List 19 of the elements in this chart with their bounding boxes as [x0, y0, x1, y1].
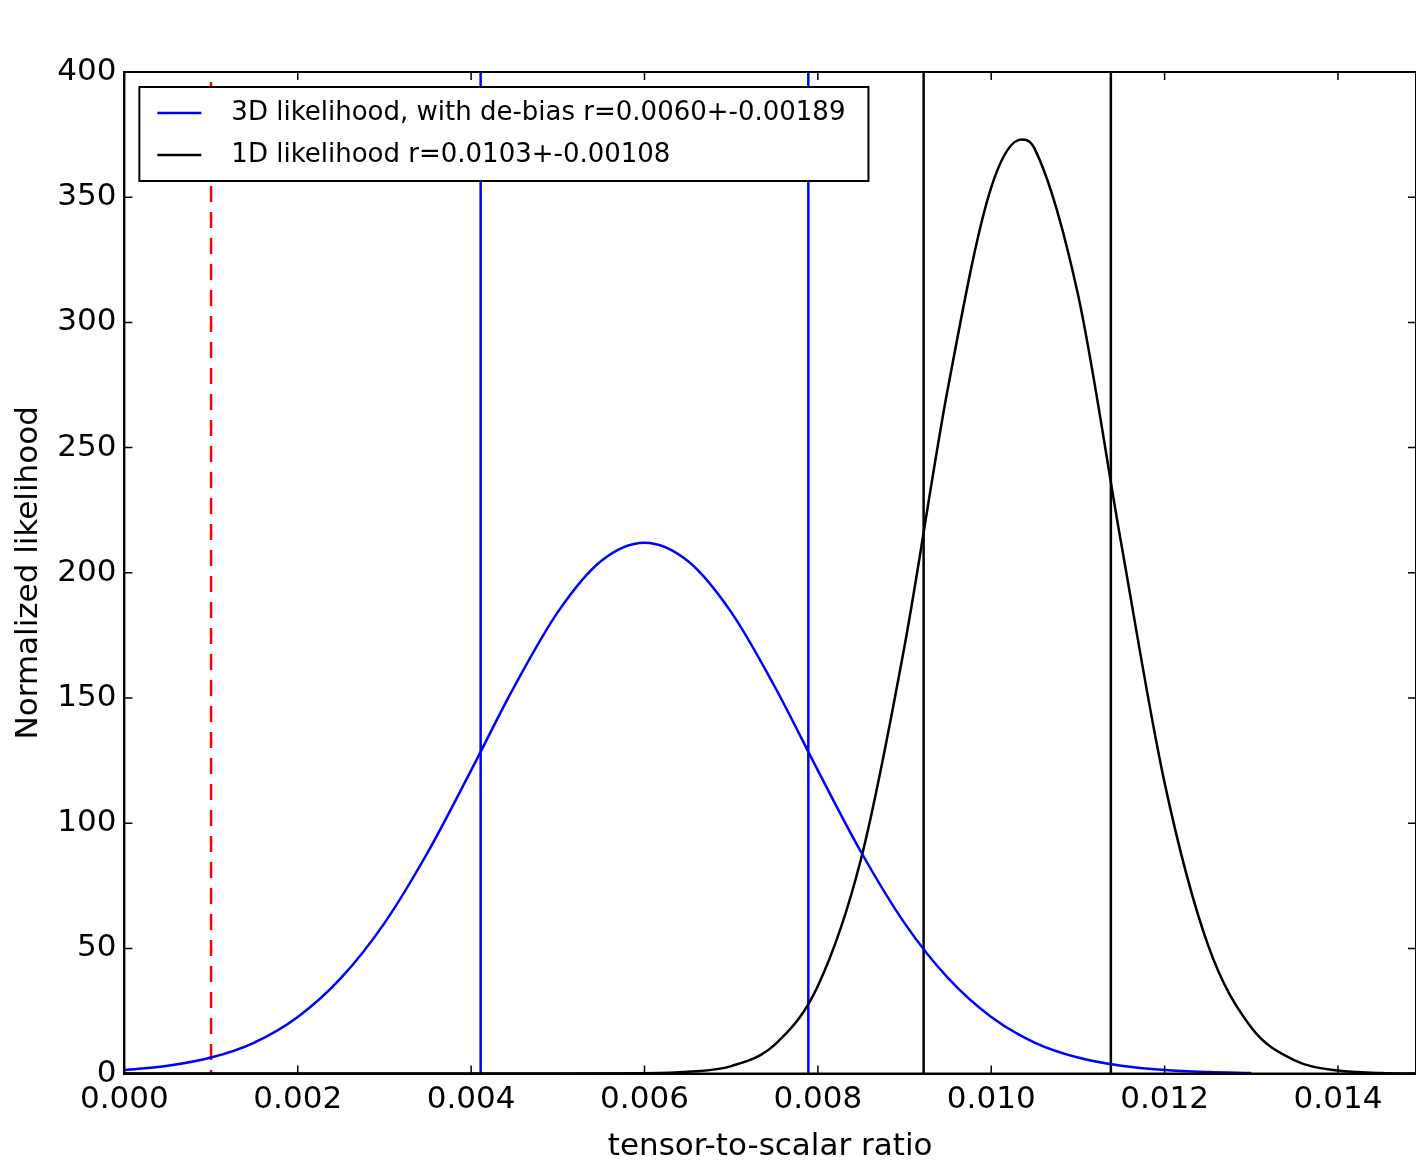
y-tick-label: 150 [57, 677, 117, 714]
y-tick-label: 50 [76, 927, 117, 964]
x-tick-label: 0.004 [426, 1079, 516, 1116]
y-tick-label: 300 [57, 301, 117, 338]
x-axis-title: tensor-to-scalar ratio [607, 1126, 933, 1163]
y-tick-label: 400 [57, 51, 117, 88]
x-tick-label: 0.010 [946, 1079, 1036, 1116]
legend-label: 3D likelihood, with de-bias r=0.0060+-0.00189 [231, 95, 846, 126]
y-tick-label: 250 [57, 426, 117, 463]
y-tick-label: 100 [57, 802, 117, 839]
legend-label: 1D likelihood r=0.0103+-0.00108 [231, 137, 671, 168]
y-tick-label: 350 [57, 176, 117, 213]
x-tick-label: 0.012 [1120, 1079, 1209, 1116]
x-tick-label: 0.006 [600, 1079, 689, 1116]
x-tick-label: 0.008 [773, 1079, 863, 1116]
x-tick-label: 0.014 [1293, 1079, 1383, 1116]
x-tick-label: 0.002 [253, 1079, 343, 1116]
y-tick-label: 200 [57, 551, 117, 588]
y-axis-title: Normalized likelihood [7, 406, 44, 740]
